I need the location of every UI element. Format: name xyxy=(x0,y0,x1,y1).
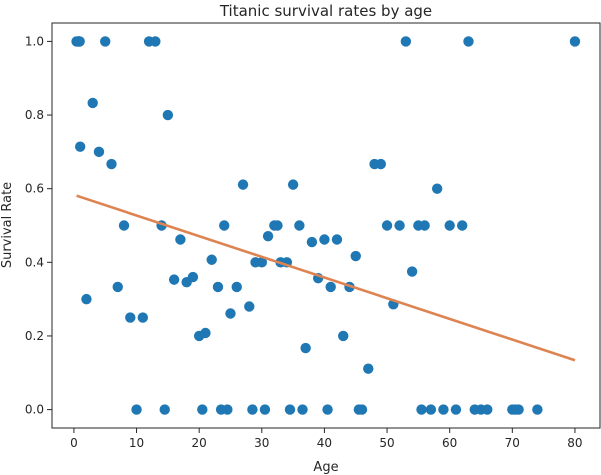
data-point xyxy=(482,404,493,415)
plot-frame xyxy=(51,22,601,429)
data-point xyxy=(231,281,242,293)
x-tick-label: 50 xyxy=(379,436,394,450)
data-point xyxy=(159,404,170,415)
x-axis-label: Age xyxy=(313,460,338,475)
data-point xyxy=(262,230,274,242)
data-point xyxy=(416,404,427,415)
data-point xyxy=(294,220,305,231)
data-point xyxy=(112,281,123,293)
data-point xyxy=(532,404,543,415)
data-point xyxy=(444,220,455,231)
data-point xyxy=(438,404,449,415)
y-tick-label: 0.8 xyxy=(25,108,44,122)
x-tick-label: 0 xyxy=(70,436,78,450)
y-axis-label: Survival Rate xyxy=(0,182,15,268)
x-tick-label: 10 xyxy=(129,436,144,450)
data-point xyxy=(300,342,311,354)
data-point xyxy=(325,281,336,293)
plot-area xyxy=(71,36,581,415)
data-point xyxy=(431,183,443,194)
x-tick-label: 60 xyxy=(442,436,457,450)
data-point xyxy=(569,36,581,47)
x-tick-label: 70 xyxy=(505,436,520,450)
data-point xyxy=(331,234,343,245)
data-point xyxy=(219,220,230,231)
x-tick-label: 30 xyxy=(254,436,269,450)
data-point xyxy=(338,330,349,342)
data-point xyxy=(450,404,462,415)
x-axis: 0 10 20 30 40 50 60 70 80 xyxy=(70,428,583,450)
x-tick-label: 20 xyxy=(192,436,207,450)
data-point xyxy=(87,97,98,109)
data-point xyxy=(247,404,258,415)
data-point xyxy=(131,404,142,415)
data-point xyxy=(419,220,430,231)
data-point xyxy=(363,363,374,374)
data-point xyxy=(457,220,468,231)
data-point xyxy=(356,404,368,415)
data-point xyxy=(406,266,418,277)
data-point xyxy=(81,293,92,305)
data-point xyxy=(463,36,474,47)
data-point xyxy=(106,158,117,170)
data-point xyxy=(100,36,111,47)
data-point xyxy=(284,404,296,415)
y-tick-label: 1.0 xyxy=(25,34,44,48)
data-point xyxy=(394,220,405,231)
data-point xyxy=(206,254,217,265)
data-point xyxy=(259,404,271,415)
data-point xyxy=(425,404,437,415)
data-point xyxy=(322,404,333,415)
data-point xyxy=(187,271,199,283)
data-point xyxy=(381,220,393,231)
data-point xyxy=(175,234,186,245)
data-point xyxy=(150,36,161,47)
data-point xyxy=(168,274,180,285)
data-point xyxy=(74,141,86,152)
data-point xyxy=(400,36,412,47)
data-point xyxy=(225,308,236,319)
data-point xyxy=(162,109,174,121)
trend-line xyxy=(76,194,576,362)
data-point xyxy=(212,281,224,293)
y-axis: 0.0 0.2 0.4 0.6 0.8 1.0 xyxy=(25,34,52,417)
x-tick-label: 40 xyxy=(317,436,332,450)
data-point xyxy=(237,179,249,190)
y-tick-label: 0.0 xyxy=(25,403,44,417)
data-point xyxy=(306,236,318,248)
data-point xyxy=(287,179,299,190)
x-tick-label: 80 xyxy=(567,436,582,450)
data-point xyxy=(200,327,211,339)
chart-title: Titanic survival rates by age xyxy=(219,2,432,20)
data-point xyxy=(297,404,308,415)
y-tick-label: 0.2 xyxy=(25,329,44,343)
data-point xyxy=(256,257,268,268)
data-point xyxy=(93,146,105,158)
y-tick-label: 0.6 xyxy=(25,182,44,196)
data-point xyxy=(375,158,386,170)
data-point xyxy=(125,312,136,323)
data-point xyxy=(244,301,255,312)
y-tick-label: 0.4 xyxy=(25,255,44,269)
data-point xyxy=(222,404,233,415)
data-point xyxy=(350,250,361,262)
data-point xyxy=(272,220,283,231)
data-point xyxy=(74,36,85,47)
data-point xyxy=(137,312,149,323)
data-point xyxy=(513,404,524,415)
data-point xyxy=(118,220,130,231)
data-point xyxy=(197,404,208,415)
data-point xyxy=(319,234,330,245)
